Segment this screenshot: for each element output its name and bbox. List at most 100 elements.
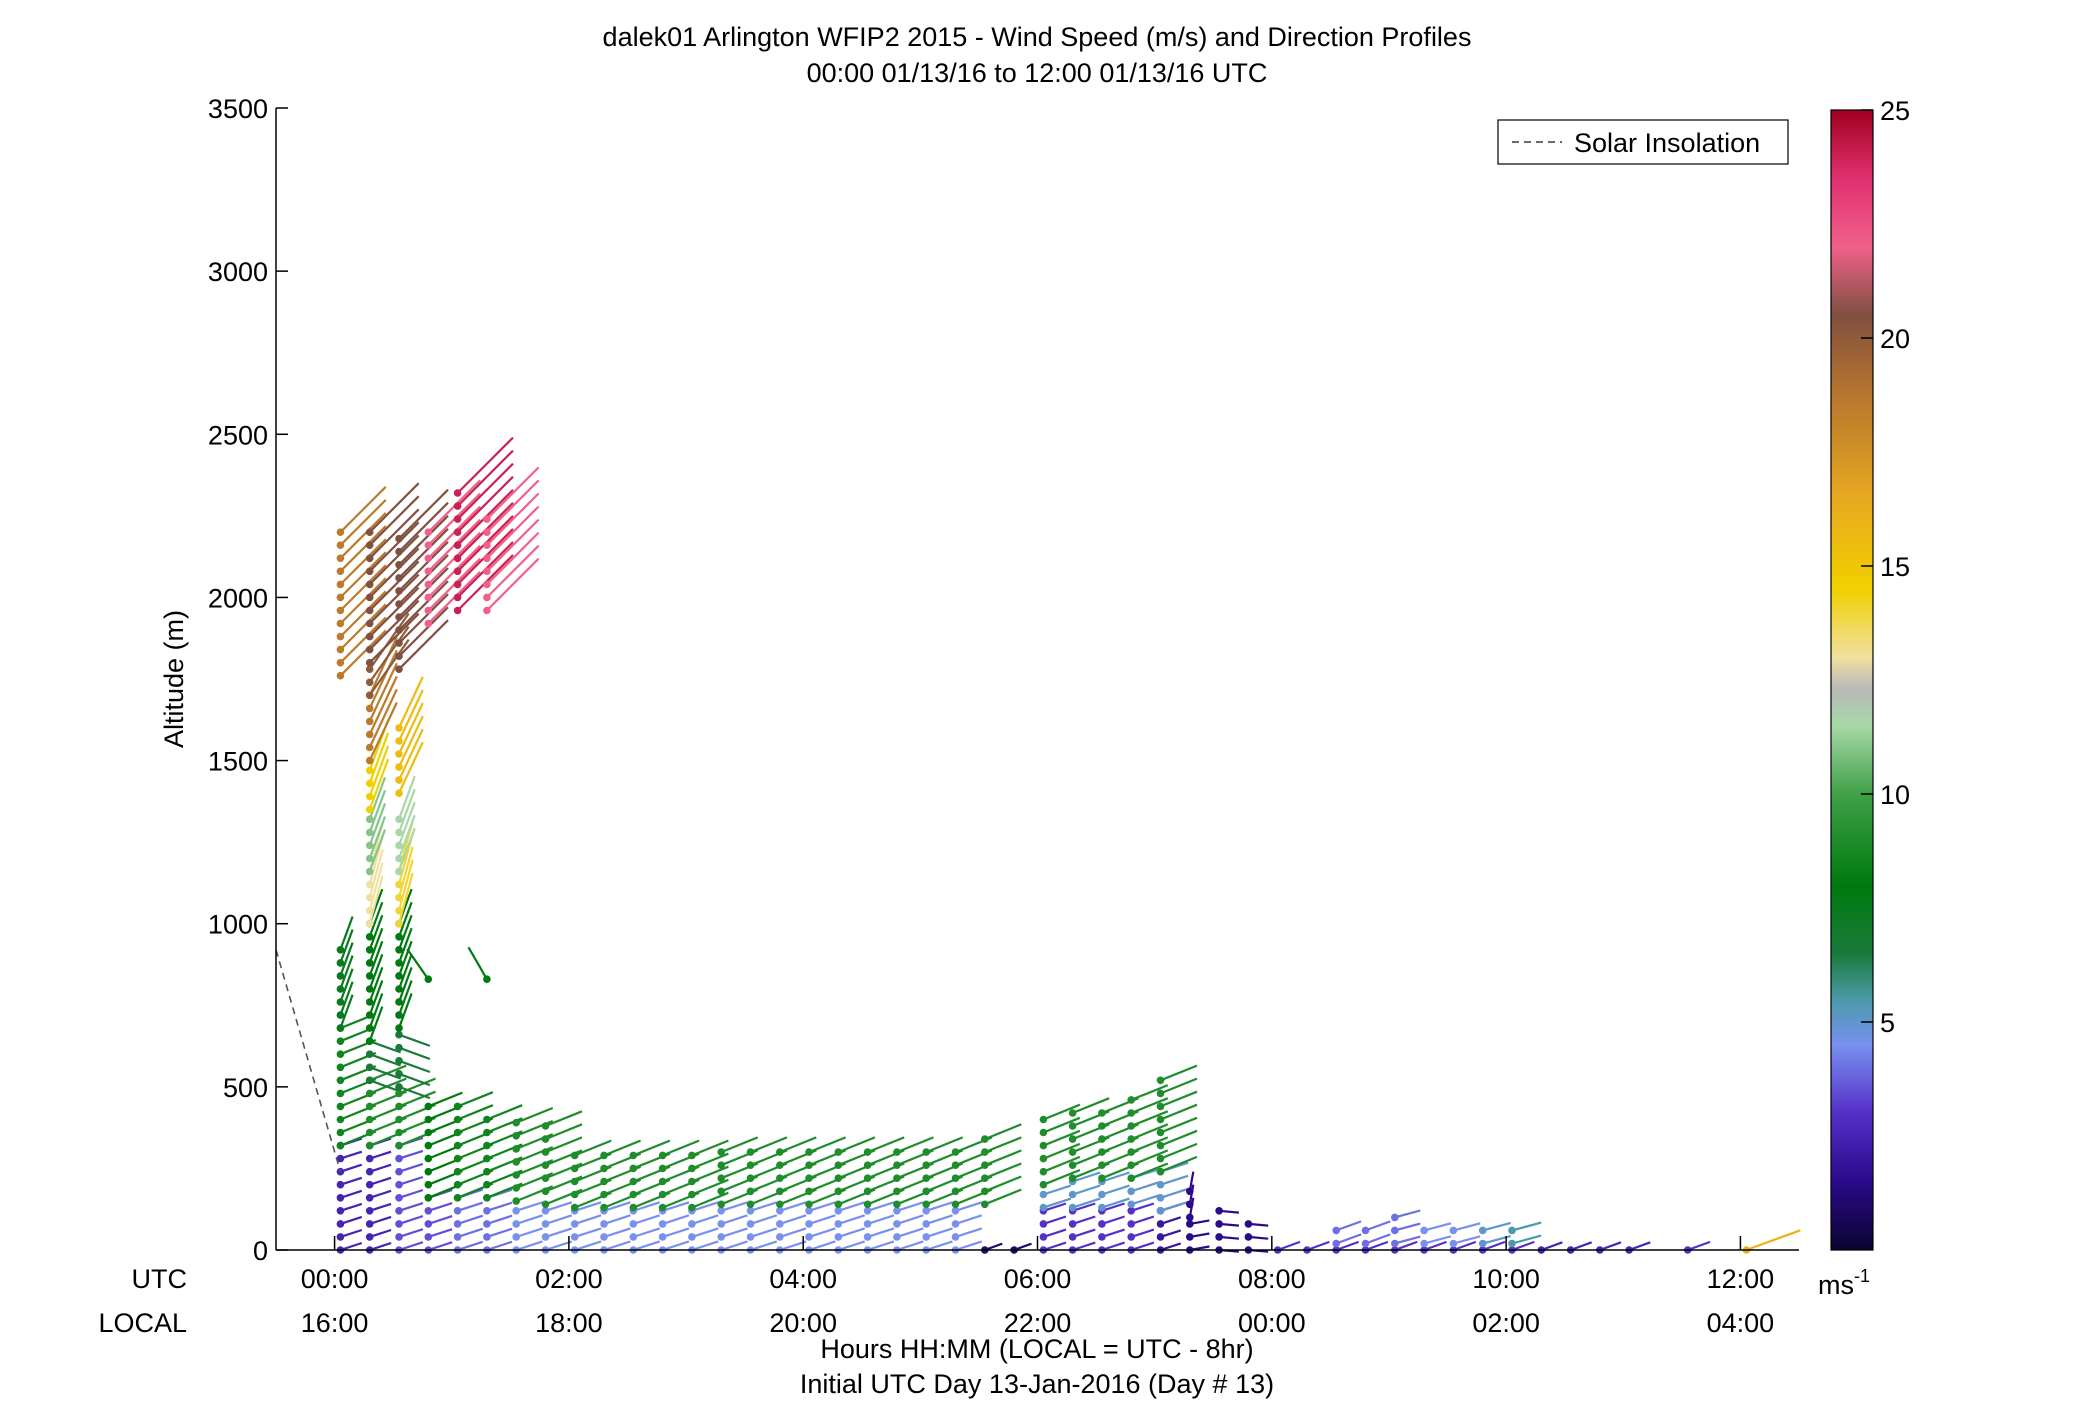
wind-barb-shaft	[398, 676, 424, 729]
wind-barb-shaft	[368, 675, 398, 735]
wind-barb-dot	[336, 1089, 345, 1098]
wind-barb-dot	[1244, 1233, 1253, 1241]
wind-barb-shaft	[1101, 1184, 1130, 1196]
wind-barb-shaft	[397, 993, 413, 1029]
wind-barb-shaft	[984, 1136, 1022, 1154]
legend-box	[1497, 119, 1789, 165]
wind-barb-shaft	[662, 1227, 690, 1238]
wind-barb-dot	[776, 1220, 784, 1228]
wind-barb-dot	[395, 933, 403, 941]
wind-barb-dot	[336, 946, 345, 954]
wind-barb-dot	[541, 1200, 550, 1209]
wind-barb-dot	[395, 880, 403, 889]
wind-barb-shaft	[339, 968, 354, 1003]
wind-profile-24	[1039, 1103, 1081, 1254]
wind-barb-dot	[336, 1063, 345, 1072]
wind-barb-dot	[453, 1115, 462, 1124]
wind-barb-dot	[629, 1177, 638, 1186]
wind-barb-dot	[336, 1207, 345, 1215]
wind-barb-shaft	[984, 1162, 1022, 1180]
wind-barb-dot	[1098, 1190, 1106, 1199]
wind-barb-dot	[1449, 1239, 1458, 1248]
wind-barb-shaft	[457, 1091, 494, 1108]
wind-barb-shaft	[545, 1123, 583, 1141]
wind-barb-shaft	[368, 1006, 384, 1042]
wind-barb-shaft	[368, 521, 420, 573]
wind-barb-shaft	[368, 862, 384, 911]
wind-barb-dot	[336, 554, 345, 563]
y-tick-label-2000: 2000	[208, 583, 268, 613]
wind-barb-dot	[746, 1200, 755, 1209]
wind-barb-shaft	[486, 466, 540, 520]
wind-profile-17	[834, 1136, 876, 1254]
wind-barb-dot	[424, 1128, 433, 1137]
wind-barb-dot	[1186, 1187, 1194, 1196]
wind-barb-shaft	[486, 479, 540, 533]
wind-barb-dot	[336, 645, 345, 654]
wind-barb-dot	[1098, 1135, 1106, 1143]
wind-barb-shaft	[368, 612, 410, 670]
wind-profile-2	[395, 488, 449, 1254]
wind-barb-dot	[1156, 1167, 1165, 1176]
wind-barb-dot	[1361, 1226, 1370, 1235]
wind-barb-dot	[365, 1154, 374, 1163]
wind-barb-shaft	[369, 1053, 401, 1067]
wind-barb-shaft	[779, 1240, 807, 1252]
wind-barb-dot	[424, 606, 433, 615]
wind-barb-shaft	[456, 436, 514, 494]
wind-barb-dot	[717, 1207, 725, 1215]
wind-barb-dot	[1391, 1239, 1399, 1248]
wind-barb-dot	[395, 906, 403, 915]
wind-barb-shaft	[1306, 1240, 1330, 1252]
wind-barb-dot	[336, 1220, 345, 1228]
wind-barb-shaft	[398, 1059, 431, 1074]
wind-barb-dot	[424, 975, 433, 983]
wind-barb-dot	[395, 841, 403, 850]
wind-barb-shaft	[1365, 1240, 1389, 1252]
wind-barb-shaft	[662, 1214, 690, 1225]
wind-barb-dot	[805, 1220, 813, 1228]
wind-barb-shaft	[397, 814, 416, 859]
wind-barb-dot	[365, 893, 374, 902]
wind-barb-shaft	[398, 1033, 431, 1047]
wind-barb-dot	[512, 1145, 520, 1153]
wind-barb-dot	[1127, 1207, 1135, 1215]
wind-barb-shaft	[1335, 1220, 1362, 1232]
wind-barb-shaft	[368, 914, 384, 951]
wind-barb-dot	[424, 1207, 433, 1215]
colorbar-unit-label: ms-1	[1818, 1266, 1870, 1300]
wind-barb-dot	[688, 1151, 696, 1160]
wind-barb-shaft	[1101, 1197, 1130, 1209]
wind-barb-shaft	[1482, 1221, 1511, 1232]
wind-barb-shaft	[750, 1240, 778, 1252]
wind-barb-dot	[1156, 1115, 1165, 1124]
y-tick-label-1000: 1000	[208, 910, 268, 940]
wind-barb-shaft	[808, 1201, 836, 1212]
wind-barb-dot	[365, 619, 374, 628]
wind-barb-shaft	[397, 775, 416, 820]
wind-barb-shaft	[1277, 1240, 1301, 1252]
wind-barb-dot	[395, 763, 403, 771]
wind-barb-dot	[395, 946, 403, 954]
wind-barb-dot	[395, 1128, 403, 1137]
wind-barb-dot	[365, 815, 374, 824]
wind-barb-shaft	[955, 1240, 983, 1252]
wind-barb-dot	[1039, 1233, 1048, 1241]
wind-barb-dot	[395, 1141, 403, 1150]
wind-barb-shaft	[368, 625, 410, 683]
wind-barb-dot	[365, 567, 374, 576]
wind-barb-dot	[365, 1141, 374, 1150]
wind-barb-dot	[395, 1180, 403, 1189]
wind-barb-shaft	[339, 994, 354, 1029]
wind-barb-shaft	[398, 1090, 436, 1108]
wind-barb-shaft	[1072, 1228, 1096, 1238]
wind-barb-dot	[893, 1200, 901, 1209]
wind-barb-dot	[1039, 1180, 1048, 1189]
wind-barb-shaft	[398, 488, 449, 540]
wind-barb-shaft	[368, 758, 390, 810]
wind-barb-shaft	[1043, 1202, 1067, 1212]
wind-barb-dot	[951, 1187, 960, 1196]
wind-barb-shaft	[1043, 1241, 1067, 1252]
wind-barb-dot	[483, 975, 491, 983]
